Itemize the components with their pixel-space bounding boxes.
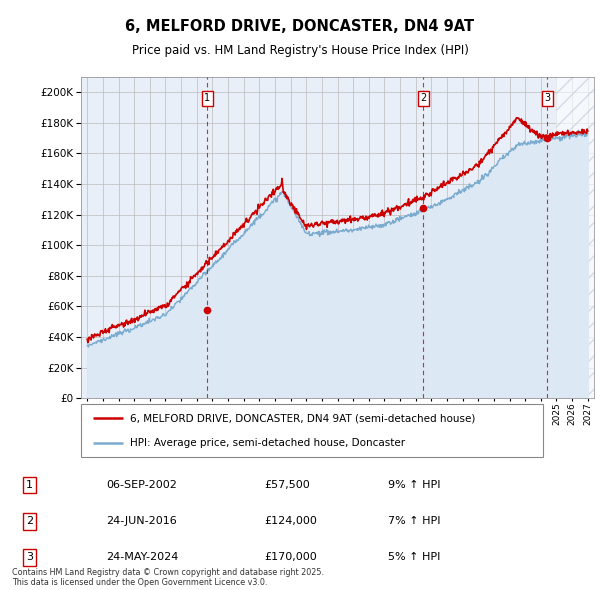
Text: 3: 3 <box>26 552 33 562</box>
Text: 3: 3 <box>544 93 550 103</box>
Text: Price paid vs. HM Land Registry's House Price Index (HPI): Price paid vs. HM Land Registry's House … <box>131 44 469 57</box>
Text: 1: 1 <box>26 480 33 490</box>
Text: 9% ↑ HPI: 9% ↑ HPI <box>388 480 440 490</box>
Text: 7% ↑ HPI: 7% ↑ HPI <box>388 516 440 526</box>
Text: 2: 2 <box>26 516 33 526</box>
Text: £124,000: £124,000 <box>265 516 317 526</box>
Text: £57,500: £57,500 <box>265 480 310 490</box>
Text: £170,000: £170,000 <box>265 552 317 562</box>
Polygon shape <box>556 77 597 398</box>
Text: 1: 1 <box>205 93 211 103</box>
FancyBboxPatch shape <box>81 404 543 457</box>
Text: 24-MAY-2024: 24-MAY-2024 <box>106 552 178 562</box>
Text: 5% ↑ HPI: 5% ↑ HPI <box>388 552 440 562</box>
Text: 24-JUN-2016: 24-JUN-2016 <box>106 516 177 526</box>
Text: Contains HM Land Registry data © Crown copyright and database right 2025.
This d: Contains HM Land Registry data © Crown c… <box>12 568 324 587</box>
Text: HPI: Average price, semi-detached house, Doncaster: HPI: Average price, semi-detached house,… <box>130 438 404 448</box>
Text: 6, MELFORD DRIVE, DONCASTER, DN4 9AT: 6, MELFORD DRIVE, DONCASTER, DN4 9AT <box>125 19 475 34</box>
Text: 6, MELFORD DRIVE, DONCASTER, DN4 9AT (semi-detached house): 6, MELFORD DRIVE, DONCASTER, DN4 9AT (se… <box>130 414 475 424</box>
Text: 2: 2 <box>420 93 427 103</box>
Text: 06-SEP-2002: 06-SEP-2002 <box>106 480 177 490</box>
